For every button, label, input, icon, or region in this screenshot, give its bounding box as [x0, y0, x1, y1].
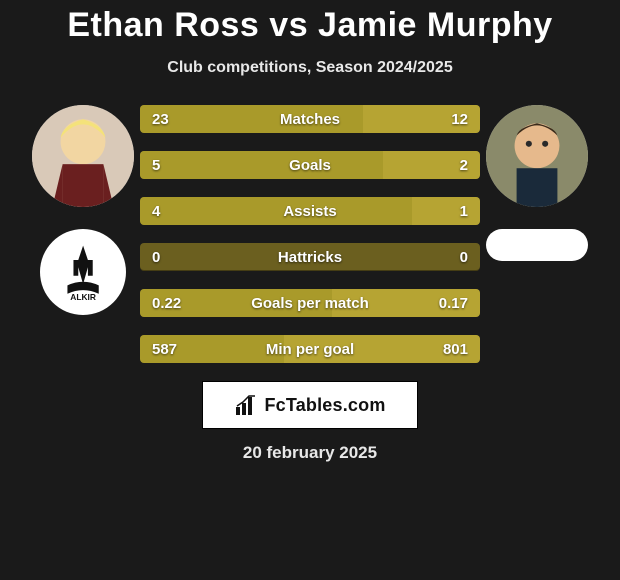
player-right-club-logo-blank	[486, 229, 588, 261]
player-right-avatar	[486, 105, 588, 207]
fctables-logo-icon	[234, 393, 258, 417]
stat-row: Matches23 12	[140, 105, 480, 133]
stat-row: Hattricks0 0	[140, 243, 480, 271]
stat-value-left: 0	[152, 243, 160, 271]
stat-value-right: 0	[460, 243, 468, 271]
subtitle: Club competitions, Season 2024/2025	[0, 59, 620, 77]
comparison-card: Ethan Ross vs Jamie Murphy Club competit…	[0, 0, 620, 580]
stat-label: Goals	[140, 151, 480, 179]
stat-label: Goals per match	[140, 289, 480, 317]
club-badge-icon: ALKIR	[53, 242, 113, 302]
stat-value-right: 0.17	[439, 289, 468, 317]
svg-text:ALKIR: ALKIR	[70, 292, 96, 302]
stat-row: Goals per match0.22 0.17	[140, 289, 480, 317]
stat-value-left: 0.22	[152, 289, 181, 317]
stat-value-left: 4	[152, 197, 160, 225]
right-player-column	[486, 105, 588, 261]
player-left-club-logo: ALKIR	[40, 229, 126, 315]
brand-badge[interactable]: FcTables.com	[202, 381, 418, 429]
player-left-avatar	[32, 105, 134, 207]
avatar-icon	[32, 105, 134, 207]
stat-label: Min per goal	[140, 335, 480, 363]
stat-label: Assists	[140, 197, 480, 225]
date-label: 20 february 2025	[0, 443, 620, 463]
stat-label: Hattricks	[140, 243, 480, 271]
stat-value-right: 12	[451, 105, 468, 133]
stat-value-right: 1	[460, 197, 468, 225]
brand-text: FcTables.com	[264, 395, 385, 416]
stat-row: Assists4 1	[140, 197, 480, 225]
stat-value-right: 801	[443, 335, 468, 363]
stat-value-left: 587	[152, 335, 177, 363]
stat-row: Goals5 2	[140, 151, 480, 179]
stat-row: Min per goal587 801	[140, 335, 480, 363]
page-title: Ethan Ross vs Jamie Murphy	[0, 6, 620, 45]
stat-bars: Matches23 12 Goals5 2 Assists4 1 Hattricks0 0 Go…	[140, 105, 480, 363]
stat-label: Matches	[140, 105, 480, 133]
stat-value-right: 2	[460, 151, 468, 179]
avatar-icon	[486, 105, 588, 207]
stats-area: ALKIR Matches23 12 Goals5 2 Assists4 1 Hattric…	[0, 105, 620, 363]
left-player-column: ALKIR	[32, 105, 134, 315]
stat-value-left: 5	[152, 151, 160, 179]
stat-value-left: 23	[152, 105, 169, 133]
